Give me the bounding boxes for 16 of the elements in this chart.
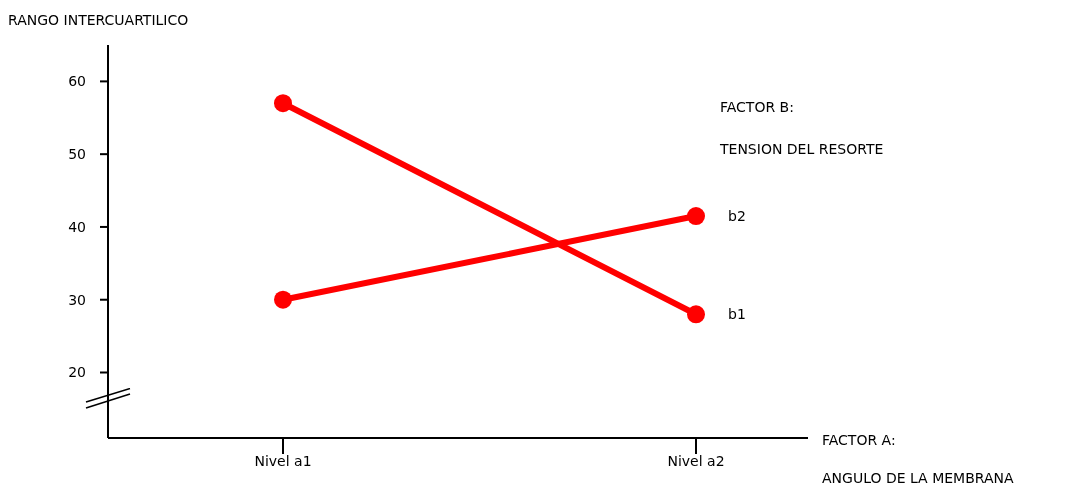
text: FACTOR A: ANGULO DE LA MEMBRANA bbox=[822, 432, 1014, 486]
point bbox=[687, 305, 705, 324]
y-tick-label: 40 bbox=[68, 218, 86, 235]
y-tick-label: 30 bbox=[68, 291, 86, 308]
series-label: b1 bbox=[728, 306, 746, 323]
point bbox=[687, 207, 705, 226]
y-tick-label: 20 bbox=[68, 364, 86, 381]
text: FACTOR B: TENSION DEL RESORTE bbox=[720, 99, 884, 157]
y-tick-label: 50 bbox=[68, 146, 86, 163]
point bbox=[274, 290, 292, 309]
y-axis-title: RANGO INTERCUARTILICO bbox=[8, 12, 189, 28]
series-label: b2 bbox=[728, 208, 746, 225]
x-tick-label: Nivel a2 bbox=[667, 452, 725, 469]
y-tick-label: 60 bbox=[68, 73, 86, 90]
point bbox=[274, 94, 292, 113]
x-tick-label: Nivel a1 bbox=[254, 452, 312, 469]
